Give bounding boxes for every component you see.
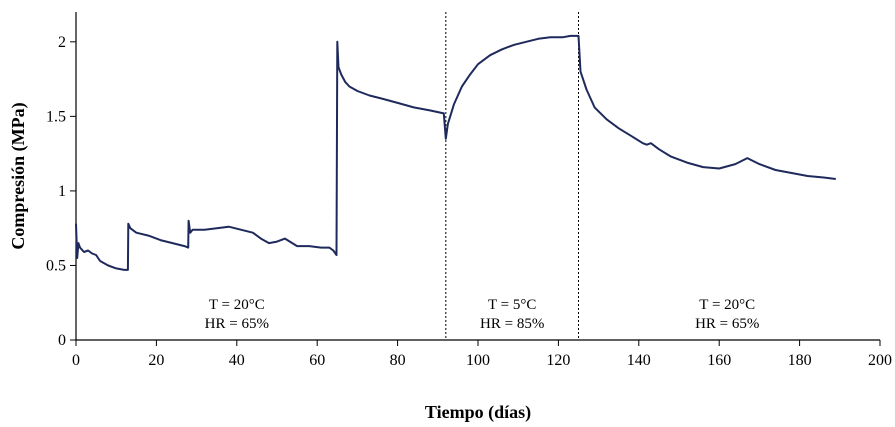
x-tick-label: 200 <box>868 352 892 369</box>
y-axis-ticks: 0 0.5 1 1.5 2 <box>46 34 76 349</box>
x-tick-label: 100 <box>466 352 490 369</box>
annotation-temperature: T = 5°C <box>488 297 536 313</box>
y-tick-label: 1.5 <box>46 108 66 125</box>
annotation-humidity: HR = 65% <box>205 316 269 332</box>
y-tick-label: 1 <box>58 183 66 200</box>
annotation-humidity: HR = 85% <box>480 316 544 332</box>
series-line <box>75 34 836 271</box>
x-tick-label: 180 <box>788 352 812 369</box>
series-layer <box>75 34 836 271</box>
condition-annotations: T = 20°C HR = 65% T = 5°C HR = 85% T = 20°C H… <box>205 297 760 332</box>
x-tick-label: 20 <box>148 352 164 369</box>
x-axis-title: Tiempo (días) <box>425 402 531 423</box>
x-tick-label: 120 <box>546 352 570 369</box>
x-tick-label: 160 <box>707 352 731 369</box>
x-tick-label: 60 <box>309 352 325 369</box>
x-tick-label: 40 <box>229 352 245 369</box>
y-tick-label: 0 <box>58 332 66 349</box>
annotation-temperature: T = 20°C <box>209 297 265 313</box>
regime-dividers <box>445 12 579 340</box>
plot-frame <box>75 12 880 341</box>
annotation-humidity: HR = 65% <box>695 316 759 332</box>
x-tick-label: 140 <box>627 352 651 369</box>
x-tick-label: 80 <box>390 352 406 369</box>
y-tick-label: 0.5 <box>46 257 66 274</box>
x-axis-ticks: 0 20 40 60 80 100 120 140 160 180 200 <box>72 340 892 369</box>
y-axis-title: Compresión (MPa) <box>8 102 29 249</box>
annotation-temperature: T = 20°C <box>699 297 755 313</box>
x-tick-label: 0 <box>72 352 80 369</box>
y-tick-label: 2 <box>58 34 66 51</box>
